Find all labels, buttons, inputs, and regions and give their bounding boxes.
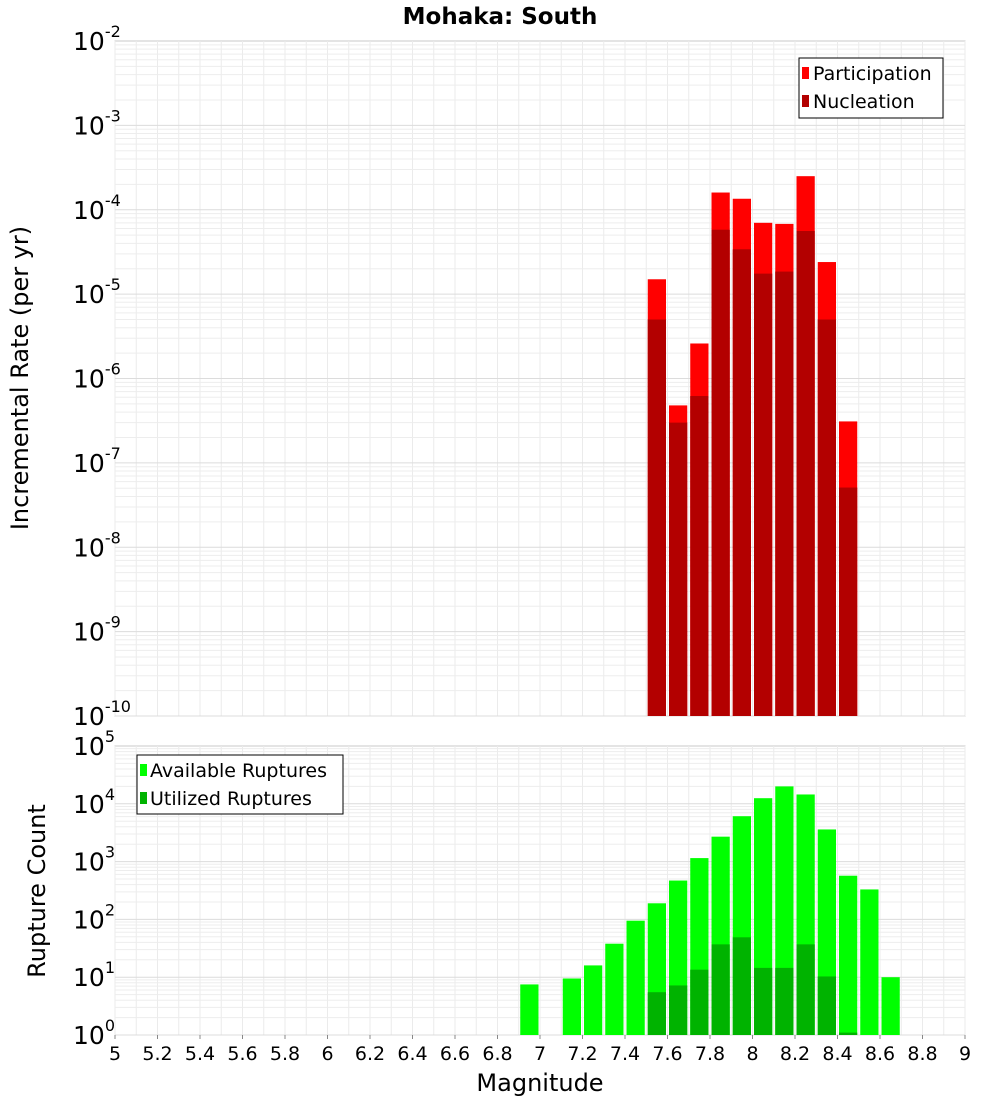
rate-grid [114,41,966,717]
x-tick-label: 6.8 [482,1043,512,1065]
y-tick-label: 104 [73,785,115,819]
x-tick-label: 7.8 [695,1043,725,1065]
x-tick-label: 5.4 [185,1043,215,1065]
bar-utilized-8-35 [817,976,836,1035]
x-tick-label: 6.2 [355,1043,385,1065]
rate-bars [647,176,858,717]
y-tick-label: 105 [73,727,115,761]
bar-nucleation-8-05 [754,273,773,716]
y-tick-label: 10-6 [73,360,121,394]
legend-label-nucleation: Nucleation [813,91,915,113]
bar-nucleation-7-55 [647,319,666,716]
bar-utilized-7-75 [690,969,709,1035]
rate-legend: Participation Nucleation [798,57,944,119]
x-tick-label: 6.6 [440,1043,470,1065]
x-tick-label: 8.4 [822,1043,852,1065]
bar-nucleation-7-95 [732,249,751,716]
y-tick-label: 10-10 [73,697,131,731]
bar-nucleation-7-75 [690,396,709,716]
x-tick-label: 5.8 [270,1043,300,1065]
bar-nucleation-7-65 [669,422,688,716]
legend-swatch-available [140,764,147,776]
legend-swatch-utilized [140,792,147,804]
x-tick-label: 7.6 [652,1043,682,1065]
legend-label-utilized: Utilized Ruptures [150,788,312,810]
bar-nucleation-8-35 [817,319,836,716]
x-tick-label: 6.4 [397,1043,427,1065]
rate-y-axis-label: Incremental Rate (per yr) [6,226,34,530]
legend-swatch-nucleation [802,95,809,107]
rate-legend-box [798,57,944,119]
x-tick-label: 8.6 [865,1043,895,1065]
x-tick-label: 7.2 [567,1043,597,1065]
count-y-axis-label: Rupture Count [23,804,51,978]
count-bars [520,786,900,1035]
bar-nucleation-7-85 [711,229,730,717]
legend-label-participation: Participation [813,63,932,85]
bar-available-8-55 [860,889,879,1035]
rate-panel: 10-10 10-9 10-8 10-7 10-6 10-5 10-4 10-3 10-2 In… [6,22,966,731]
legend-swatch-participation [802,67,809,79]
y-tick-label: 10-9 [73,613,121,647]
y-tick-label: 102 [73,900,115,934]
x-tick-label: 7 [534,1043,546,1065]
count-legend-box [136,754,344,815]
x-tick-label: 7.4 [610,1043,640,1065]
count-y-ticks: 100 101 102 103 104 105 [73,727,115,1050]
bar-utilized-7-95 [732,937,751,1035]
x-tick-label: 5.2 [142,1043,172,1065]
y-tick-label: 100 [73,1016,115,1050]
bar-available-8-65 [881,977,900,1035]
chart-title: Mohaka: South [403,4,598,30]
y-tick-label: 10-8 [73,528,121,562]
bar-available-6-95 [520,984,539,1035]
y-tick-label: 10-4 [73,191,121,225]
x-tick-label: 6 [321,1043,333,1065]
bar-utilized-7-65 [669,985,688,1035]
x-tick-label: 8 [746,1043,758,1065]
bar-nucleation-8-15 [775,271,794,716]
x-tick-label: 9 [959,1043,971,1065]
count-legend: Available Ruptures Utilized Ruptures [136,754,344,815]
y-tick-label: 10-2 [73,22,121,56]
bar-utilized-8-15 [775,967,794,1035]
bar-available-7-25 [584,965,603,1035]
bar-utilized-8-25 [796,944,815,1035]
x-axis-label: Magnitude [476,1069,603,1097]
bar-nucleation-8-45 [839,487,858,716]
y-tick-label: 101 [73,958,115,992]
bar-available-7-15 [562,978,581,1035]
count-x-ticks: 5 5.2 5.4 5.6 5.8 6 6.2 6.4 6.6 6.8 7 7.2 7.4 7.6 7.8 8… [109,1035,971,1065]
count-panel: 100 101 102 103 104 105 5 5.2 5.4 5.6 5.8 6 6.2 6.4 6… [23,727,971,1097]
bar-available-7-35 [605,943,624,1035]
bar-utilized-8-05 [754,967,773,1035]
bar-available-8-45 [839,875,858,1035]
bar-available-7-45 [626,920,645,1035]
x-tick-label: 8.2 [780,1043,810,1065]
y-tick-label: 10-3 [73,106,121,140]
bar-nucleation-8-25 [796,230,815,716]
bar-utilized-7-55 [647,992,666,1035]
x-tick-label: 8.8 [907,1043,937,1065]
x-tick-label: 5 [109,1043,121,1065]
rate-y-ticks: 10-10 10-9 10-8 10-7 10-6 10-5 10-4 10-3 10-2 [73,22,131,731]
bar-utilized-7-85 [711,944,730,1035]
y-tick-label: 10-5 [73,275,121,309]
bar-utilized-8-45 [839,1032,858,1035]
y-tick-label: 10-7 [73,444,121,478]
y-tick-label: 103 [73,843,115,877]
legend-label-available: Available Ruptures [150,760,327,782]
x-tick-label: 5.6 [227,1043,257,1065]
